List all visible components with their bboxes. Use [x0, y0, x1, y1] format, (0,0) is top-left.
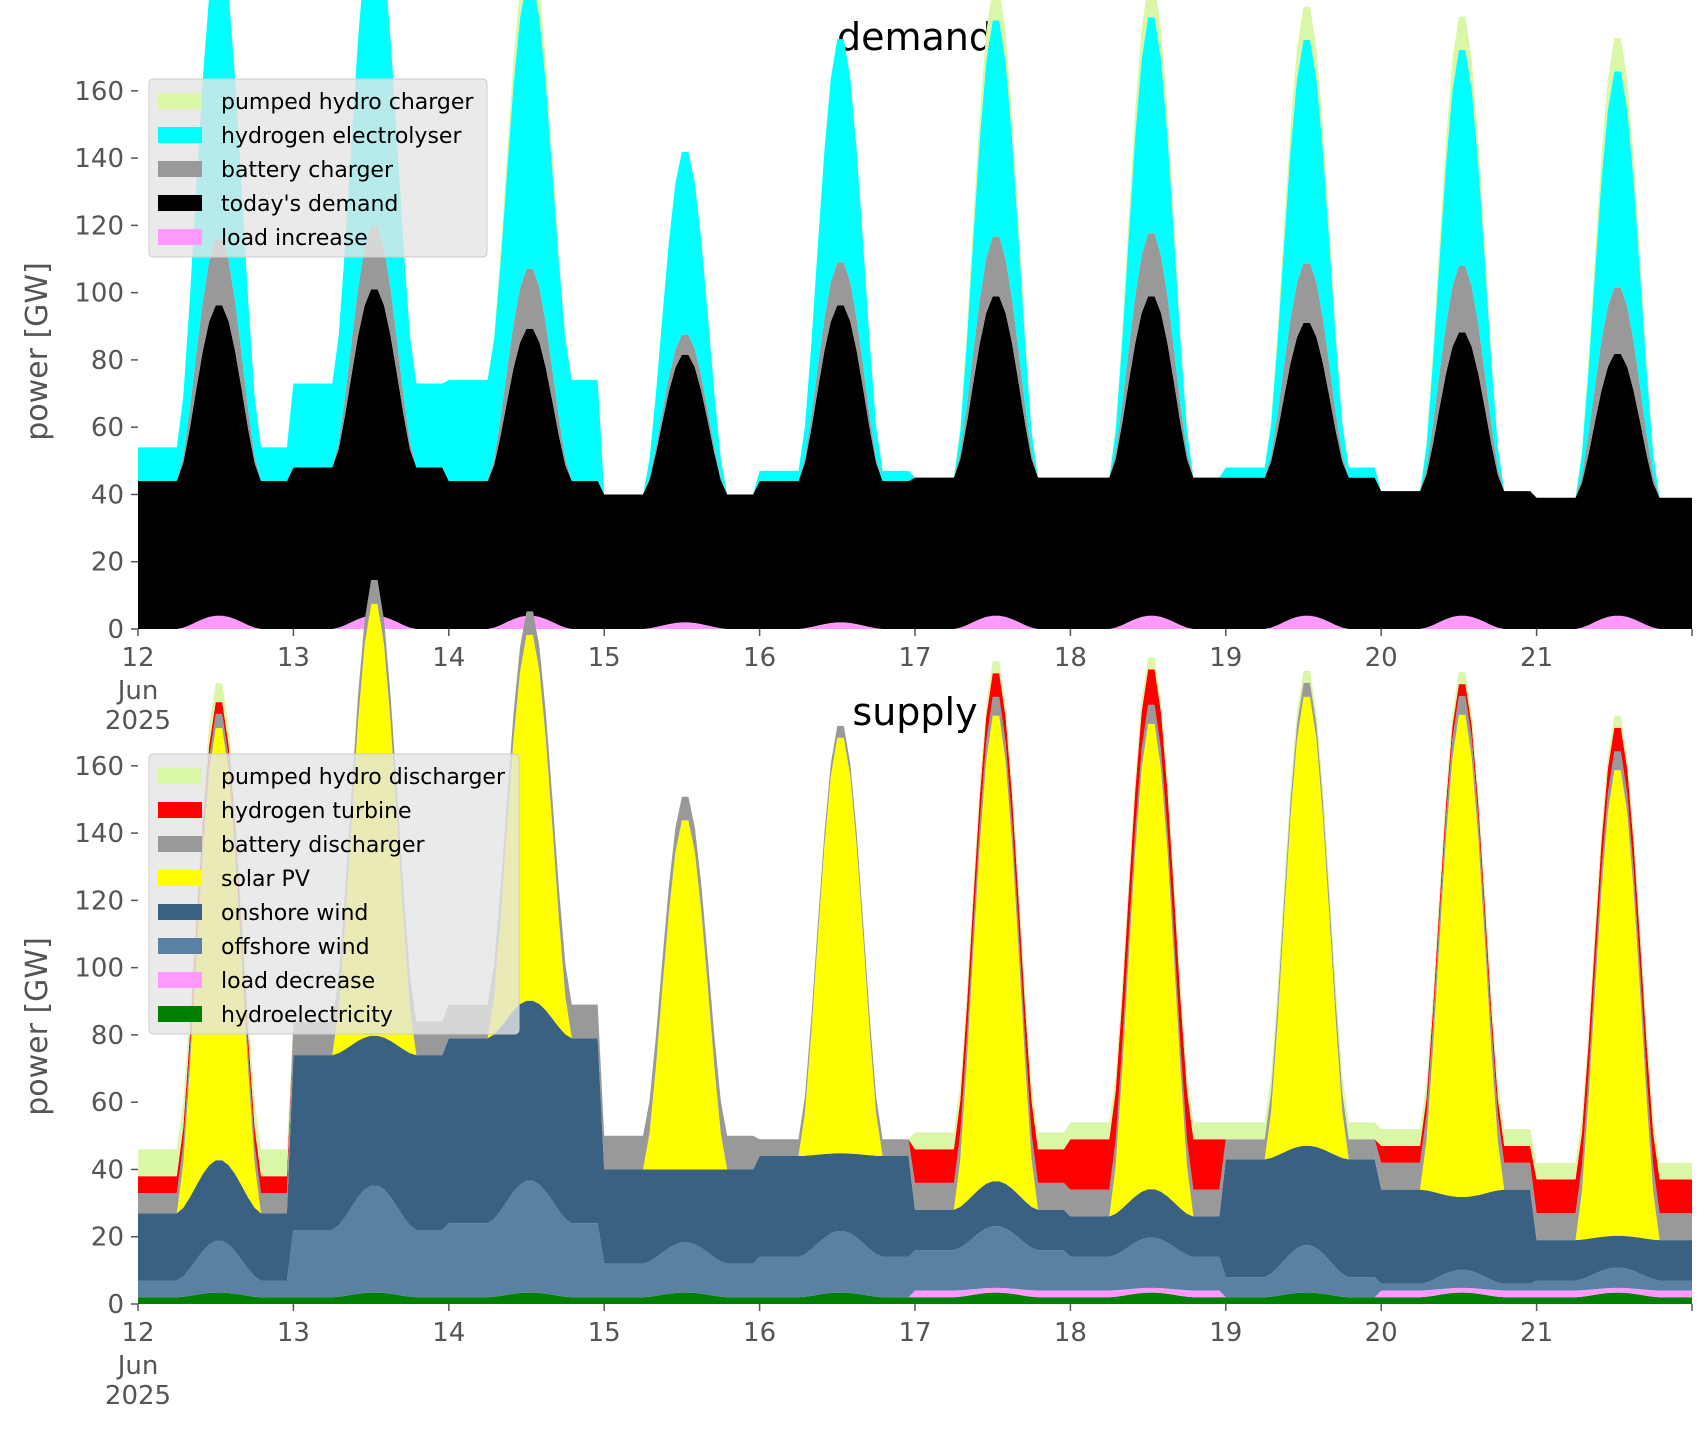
area-load-decrease	[138, 1287, 1692, 1298]
area-hydrogen-electrolyser	[138, 0, 1692, 498]
area-onshore-wind	[138, 1000, 1692, 1284]
legend-label: pumped hydro discharger	[221, 765, 506, 790]
legend-label: hydrogen turbine	[221, 799, 412, 824]
legend-box	[148, 753, 520, 1035]
y-tick-label: 100	[74, 279, 124, 309]
x-tick-sublabel: Jun	[116, 1351, 159, 1381]
chart-title: demand	[837, 15, 993, 59]
x-tick-label: 19	[1209, 643, 1242, 673]
x-tick-label: 12	[121, 1318, 154, 1348]
y-tick-label: 160	[74, 77, 124, 107]
y-tick-label: 20	[91, 548, 124, 578]
x-tick-label: 20	[1365, 1318, 1398, 1348]
legend-swatch	[158, 972, 202, 988]
legend-label: solar PV	[221, 867, 310, 892]
x-tick-label: 17	[898, 643, 931, 673]
x-tick-label: 14	[432, 1318, 465, 1348]
legend-swatch	[158, 802, 202, 818]
legend-box	[148, 78, 488, 258]
x-tick-label: 13	[277, 1318, 310, 1348]
y-tick-label: 140	[74, 144, 124, 174]
y-tick-label: 40	[91, 480, 124, 510]
legend-label: pumped hydro charger	[221, 90, 474, 115]
y-axis-label: power [GW]	[20, 262, 55, 441]
legend-swatch	[158, 93, 202, 109]
y-tick-label: 60	[91, 1088, 124, 1118]
x-tick-label: 21	[1520, 643, 1553, 673]
legend-swatch	[158, 904, 202, 920]
y-tick-label: 20	[91, 1223, 124, 1253]
y-tick-label: 100	[74, 954, 124, 984]
legend-label: load decrease	[221, 969, 375, 994]
area-solar-pv	[138, 603, 1692, 1241]
x-tick-label: 21	[1520, 1318, 1553, 1348]
x-tick-label: 14	[432, 643, 465, 673]
legend-swatch	[158, 161, 202, 177]
area-hydroelectricity	[138, 1292, 1692, 1304]
area-battery-charger	[138, 226, 1692, 498]
x-tick-label: 16	[743, 1318, 776, 1348]
demand-panel: demand 0 20 40 60 80 100 120 140 160 power [GW] 12 1…	[20, 0, 1693, 736]
legend-label: battery charger	[221, 158, 394, 183]
area-offshore-wind	[138, 1180, 1692, 1298]
x-tick-sublabel: Jun	[116, 676, 159, 706]
x-tick-label: 18	[1054, 643, 1087, 673]
y-tick-label: 80	[91, 346, 124, 376]
legend-swatch	[158, 938, 202, 954]
legend-label: load increase	[221, 226, 368, 251]
x-tick-label: 20	[1365, 643, 1398, 673]
legend-swatch	[158, 836, 202, 852]
x-tick-sublabel: 2025	[105, 706, 171, 736]
legend-label: onshore wind	[221, 901, 368, 926]
x-tick-label: 17	[898, 1318, 931, 1348]
legend-label: battery discharger	[221, 833, 426, 858]
legend-swatch	[158, 127, 202, 143]
y-tick-label: 40	[91, 1155, 124, 1185]
y-tick-label: 160	[74, 752, 124, 782]
x-tick-label: 13	[277, 643, 310, 673]
x-tick-label: 18	[1054, 1318, 1087, 1348]
y-tick-label: 80	[91, 1021, 124, 1051]
legend-swatch	[158, 1006, 202, 1022]
x-tick-label: 15	[588, 1318, 621, 1348]
legend-label: hydrogen electrolyser	[221, 124, 462, 149]
y-tick-label: 0	[107, 615, 124, 645]
legend-label: hydroelectricity	[221, 1003, 393, 1028]
legend-swatch	[158, 768, 202, 784]
x-tick-sublabel: 2025	[105, 1381, 171, 1411]
area-today-s-demand	[138, 289, 1692, 629]
legend-swatch	[158, 870, 202, 886]
x-tick-label: 19	[1209, 1318, 1242, 1348]
y-tick-label: 120	[74, 886, 124, 916]
legend-label: today's demand	[221, 192, 398, 217]
y-tick-label: 120	[74, 211, 124, 241]
legend-label: offshore wind	[221, 935, 370, 960]
y-tick-label: 140	[74, 819, 124, 849]
x-tick-label: 12	[121, 643, 154, 673]
x-tick-label: 16	[743, 643, 776, 673]
legend-swatch	[158, 229, 202, 245]
chart-title: supply	[852, 690, 977, 734]
y-tick-label: 0	[107, 1290, 124, 1320]
y-axis-label: power [GW]	[20, 937, 55, 1116]
x-tick-label: 15	[588, 643, 621, 673]
y-tick-label: 60	[91, 413, 124, 443]
legend-swatch	[158, 195, 202, 211]
